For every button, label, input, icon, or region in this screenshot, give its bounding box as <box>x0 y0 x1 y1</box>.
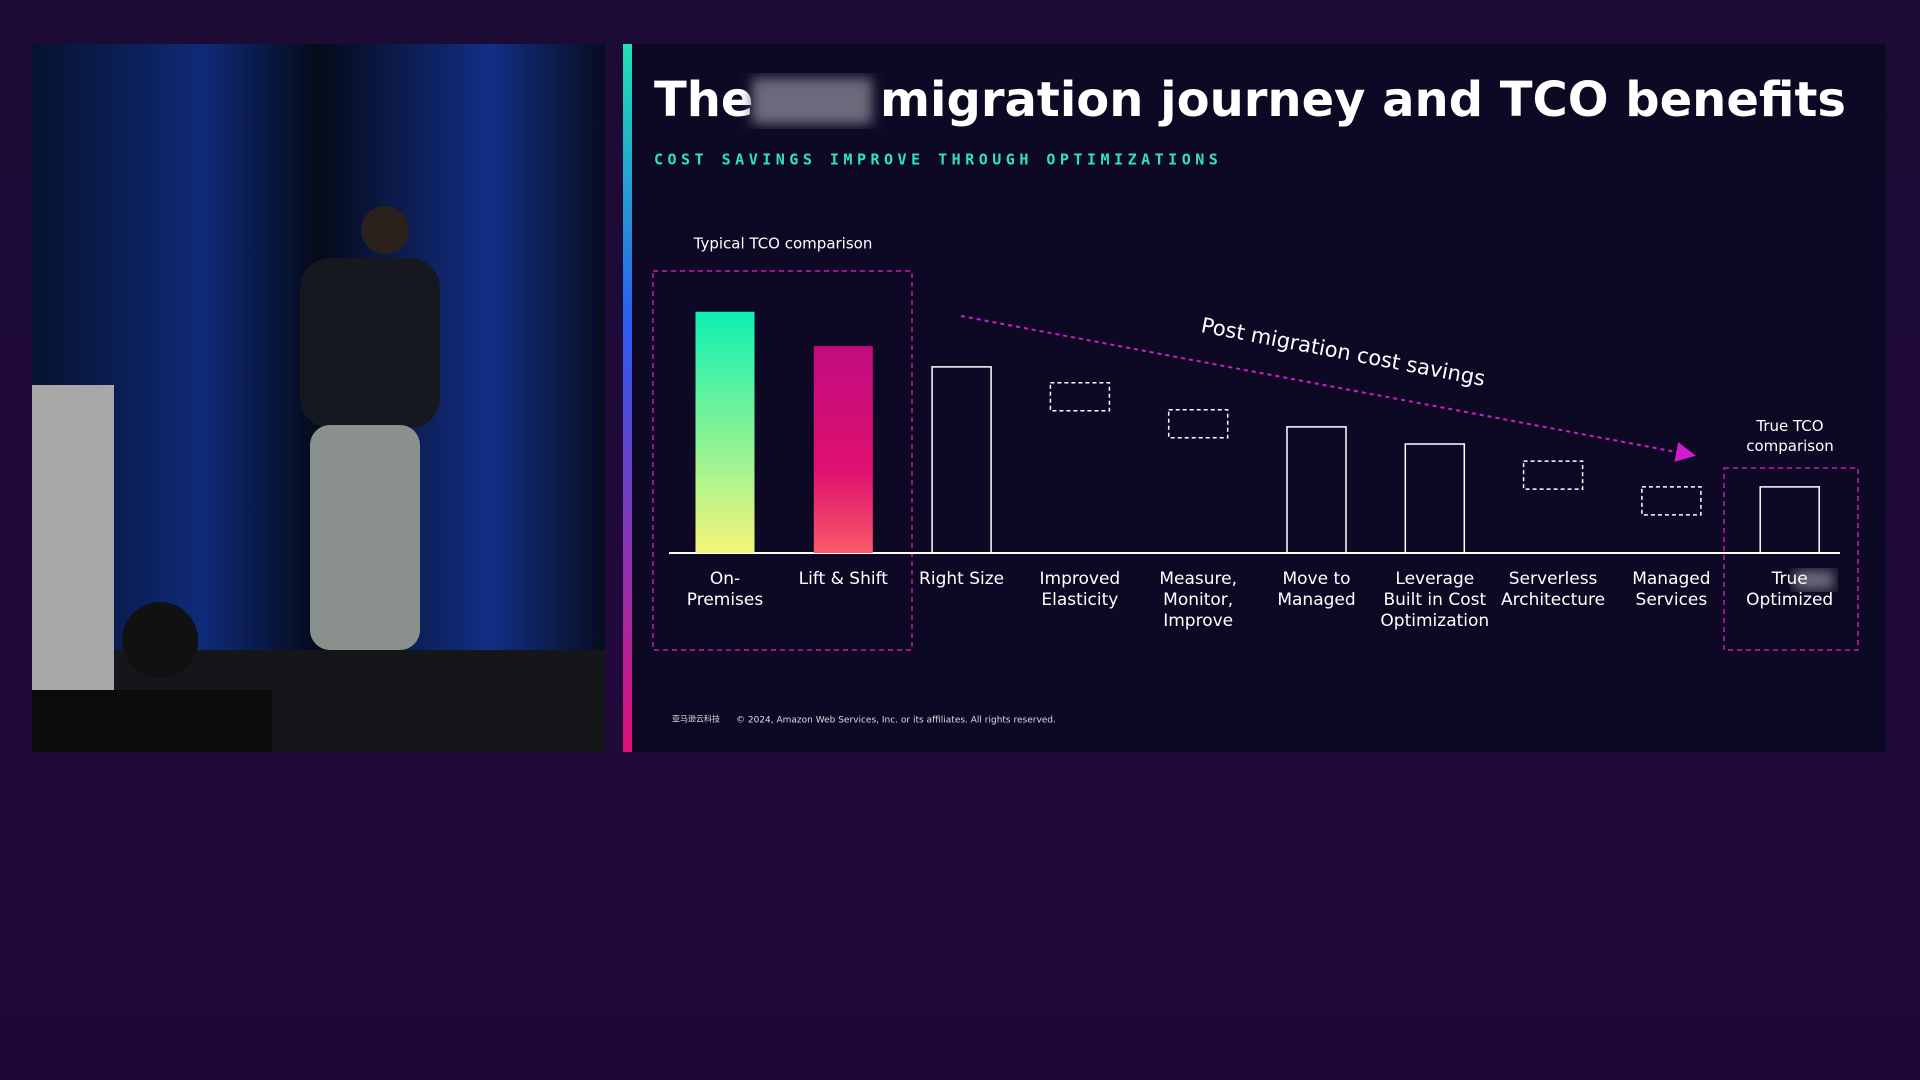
category-label: Serverless Architecture <box>1501 569 1606 610</box>
category-label: On- Premises <box>686 569 764 610</box>
category-label: Right Size <box>919 569 1005 589</box>
redaction <box>1794 570 1834 590</box>
category-label: Lift & Shift <box>798 569 888 589</box>
bar-level <box>1522 460 1584 490</box>
category-label: Measure, Monitor, Improve <box>1159 569 1238 631</box>
left-box-label: Typical TCO comparison <box>693 235 873 253</box>
category-label: Leverage Built in Cost Optimization <box>1380 569 1490 631</box>
subtitle: COST SAVINGS IMPROVE THROUGH OPTIMIZATIO… <box>654 151 1222 169</box>
bar-level <box>1641 486 1702 516</box>
category-label: Improved Elasticity <box>1039 569 1121 610</box>
footer: © 2024, Amazon Web Services, Inc. or its… <box>736 716 1056 726</box>
redaction <box>752 78 872 124</box>
bar <box>931 366 992 554</box>
speaker-video <box>32 44 605 752</box>
logo: 亚马逊云科技 <box>672 714 720 724</box>
bar <box>695 311 755 553</box>
bar-level <box>1167 408 1229 439</box>
bar <box>813 346 873 553</box>
bar <box>1404 443 1466 554</box>
category-label: Managed Services <box>1632 569 1711 610</box>
bar <box>1759 486 1820 554</box>
right-box-label: True TCO comparison <box>1746 417 1834 455</box>
right-box <box>1723 467 1859 651</box>
left-box <box>652 270 913 651</box>
bar <box>1286 426 1347 554</box>
title-end: migration journey and TCO benefits <box>880 72 1846 128</box>
slide: The migration journey and TCO benefits C… <box>623 44 1886 752</box>
category-label: Move to Managed <box>1277 569 1356 610</box>
category-label: True Optimized <box>1746 569 1834 610</box>
title-start: The <box>654 72 753 128</box>
bar-level <box>1049 382 1111 412</box>
